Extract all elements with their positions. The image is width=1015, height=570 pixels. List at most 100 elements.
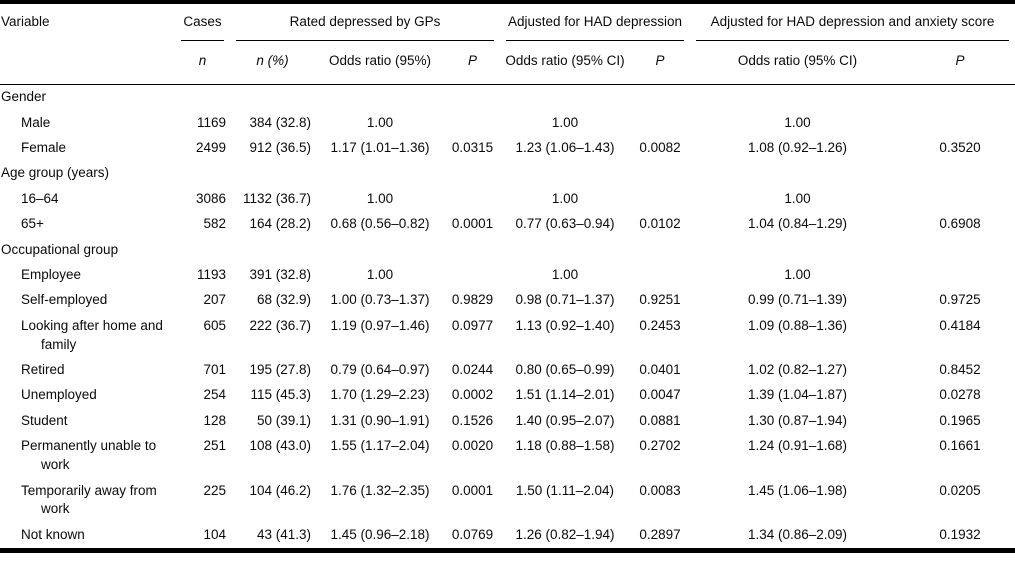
cell: 0.2897: [639, 526, 681, 542]
cell: 1.26 (0.82–1.94): [515, 526, 615, 542]
row-label: Not known: [21, 526, 85, 542]
cell: 43 (41.3): [256, 526, 311, 542]
cell: 1.55 (1.17–2.04): [330, 438, 430, 454]
cell: 0.98 (0.71–1.37): [515, 292, 615, 308]
cell: 0.0002: [451, 387, 494, 403]
col-header-p-3: P: [905, 40, 1015, 85]
cell: 1.08 (0.92–1.26): [747, 140, 848, 156]
col-header-cases-n: n: [175, 40, 230, 85]
cell: [905, 186, 1015, 211]
row-label: Looking after home and family: [21, 317, 163, 352]
cell: 0.9725: [939, 292, 981, 308]
cell: 254: [203, 387, 226, 403]
sub-header-row: n n (%) Odds ratio (95%) P Odds ratio (9…: [0, 40, 1015, 85]
results-table: Variable Cases Rated depressed by GPs Ad…: [0, 0, 1015, 553]
section-row: Age group (years): [0, 161, 1015, 186]
cell: 0.1661: [939, 438, 981, 454]
row-label: Permanently unable to work: [21, 438, 157, 473]
cell: 1.04 (0.84–1.29): [747, 216, 848, 232]
section-row: Occupational group: [0, 237, 1015, 262]
data-row: Temporarily away from work 225 104 (46.2) 1…: [0, 478, 1015, 522]
cell: 0.0244: [451, 362, 494, 378]
cell: [630, 186, 690, 211]
cell: 0.0881: [639, 412, 681, 428]
row-label: 65+: [21, 216, 44, 232]
cell: 0.1526: [451, 412, 494, 428]
data-row: Not known 104 43 (41.3) 1.45 (0.96–2.18) 0.0…: [0, 522, 1015, 550]
cell: 0.0082: [639, 140, 681, 156]
data-row: Female 2499 912 (36.5) 1.17 (1.01–1.36) 0.03…: [0, 136, 1015, 161]
data-row: Student 128 50 (39.1) 1.31 (0.90–1.91) 0.152…: [0, 408, 1015, 433]
col-group-adjusted-had-depression: Adjusted for HAD depression: [500, 2, 690, 41]
cell: 1.00: [784, 114, 811, 130]
cell: 0.4184: [939, 317, 981, 333]
cell: [905, 110, 1015, 135]
cell: 0.0205: [939, 482, 981, 498]
cell: 207: [203, 292, 226, 308]
section-title: Age group (years): [1, 165, 110, 181]
cell: 1.23 (1.06–1.43): [515, 140, 615, 156]
row-label: Retired: [21, 362, 65, 378]
row-label: Female: [21, 140, 67, 156]
cell: 1.00: [551, 190, 579, 206]
cell: 0.0001: [451, 216, 494, 232]
cell: 108 (43.0): [249, 438, 311, 454]
col-group-adjusted-had-depression-anxiety-label: Adjusted for HAD depression and anxiety …: [696, 13, 1009, 41]
cell: 0.0102: [639, 216, 681, 232]
cell: 1.24 (0.91–1.68): [747, 438, 848, 454]
cell: 0.0278: [939, 387, 981, 403]
cell: 605: [203, 317, 226, 333]
cell: 701: [203, 362, 226, 378]
cell: 1.51 (1.14–2.01): [515, 387, 615, 403]
cell: 912 (36.5): [249, 140, 311, 156]
group-header-row: Variable Cases Rated depressed by GPs Ad…: [0, 2, 1015, 85]
cell: 1.76 (1.32–2.35): [330, 482, 430, 498]
col-group-adjusted-had-depression-anxiety: Adjusted for HAD depression and anxiety …: [690, 2, 1015, 41]
col-header-variable: Variable: [0, 2, 175, 85]
cell: 0.2453: [639, 317, 681, 333]
cell: 0.80 (0.65–0.99): [515, 362, 615, 378]
cell: 1.17 (1.01–1.36): [330, 140, 430, 156]
cell: 104 (46.2): [249, 482, 311, 498]
col-group-rated-depressed: Rated depressed by GPs: [230, 2, 500, 41]
cell: 0.1965: [939, 412, 981, 428]
cell: 1.09 (0.88–1.36): [747, 317, 848, 333]
cell: 1.34 (0.86–2.09): [747, 526, 848, 542]
col-header-n-pct: n (%): [230, 40, 315, 85]
row-label: Male: [21, 114, 51, 130]
data-row: Looking after home and family 605 222 (36.…: [0, 313, 1015, 357]
cell: 1.00: [784, 190, 811, 206]
cell: 1.00: [366, 190, 394, 206]
cell: 1.70 (1.29–2.23): [330, 387, 430, 403]
cell: 0.0315: [451, 140, 494, 156]
data-row: 65+ 582 164 (28.2) 0.68 (0.56–0.82) 0.0001 0.…: [0, 212, 1015, 237]
section-title: Gender: [1, 89, 47, 105]
cell: 164 (28.2): [249, 216, 311, 232]
row-label: Self-employed: [21, 292, 108, 308]
cell: 68 (32.9): [256, 292, 311, 308]
cell: 1.50 (1.11–2.04): [515, 482, 615, 498]
col-header-odds-ratio-95: Odds ratio (95%): [315, 40, 445, 85]
cell: [445, 186, 500, 211]
cell: 1.13 (0.92–1.40): [515, 317, 615, 333]
cell: 1.40 (0.95–2.07): [515, 412, 615, 428]
cell: 104: [203, 526, 226, 542]
row-label: Employee: [21, 267, 82, 283]
cell: 1.39 (1.04–1.87): [747, 387, 848, 403]
cell: 195 (27.8): [249, 362, 311, 378]
data-row: Retired 701 195 (27.8) 0.79 (0.64–0.97) 0.02…: [0, 358, 1015, 383]
cell: 0.0083: [639, 482, 681, 498]
cell: 1.30 (0.87–1.94): [747, 412, 848, 428]
cell: 128: [203, 412, 226, 428]
cell: 1.45 (0.96–2.18): [330, 526, 430, 542]
cell: 2499: [195, 140, 226, 156]
col-group-adjusted-had-depression-label: Adjusted for HAD depression: [506, 13, 684, 41]
cell: 1132 (36.7): [242, 190, 311, 206]
cell: 50 (39.1): [256, 412, 311, 428]
cell: 0.99 (0.71–1.39): [747, 292, 848, 308]
data-row: Unemployed 254 115 (45.3) 1.70 (1.29–2.23) 0…: [0, 383, 1015, 408]
data-row: Self-employed 207 68 (32.9) 1.00 (0.73–1.37…: [0, 288, 1015, 313]
table-body: Gender Male 1169 384 (32.8) 1.00 1.00 1.00 Fema…: [0, 84, 1015, 550]
cell: 391 (32.8): [249, 267, 311, 283]
